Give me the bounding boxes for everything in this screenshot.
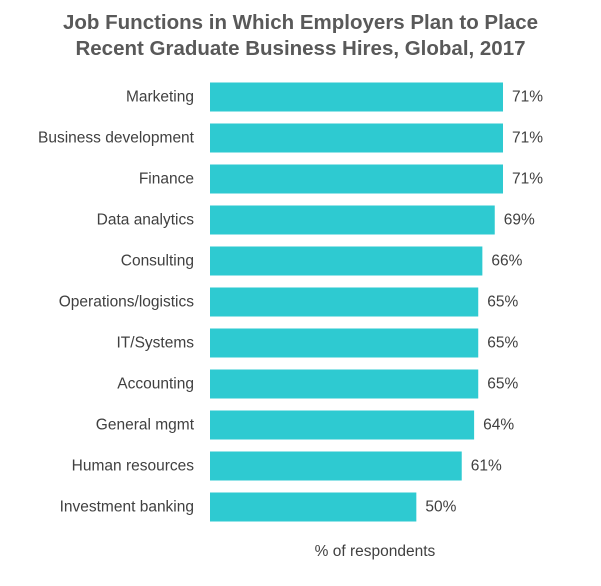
data-label: 64% [483,417,514,434]
data-label: 50% [425,499,456,516]
category-label: General mgmt [96,417,195,434]
category-label: Investment banking [60,499,194,516]
category-label: Business development [38,130,195,147]
data-label: 65% [487,335,518,352]
data-label: 66% [491,253,522,270]
x-axis-label: % of respondents [314,543,436,560]
category-label: Human resources [72,458,195,475]
bar [210,246,483,276]
bar [210,205,495,235]
category-label: IT/Systems [116,335,194,352]
bar [210,82,503,112]
chart-title-line-1: Job Functions in Which Employers Plan to… [63,11,538,34]
data-label: 71% [512,130,543,147]
bar [210,123,503,153]
category-label: Operations/logistics [59,294,195,311]
chart-title-line-2: Recent Graduate Business Hires, Global, … [75,37,526,60]
data-label: 71% [512,89,543,106]
data-label: 65% [487,376,518,393]
bar [210,328,479,358]
data-label: 71% [512,171,543,188]
category-label: Marketing [126,89,194,106]
data-label: 61% [471,458,502,475]
bar [210,451,462,481]
bar [210,287,479,317]
category-label: Data analytics [97,212,195,229]
bar [210,369,479,399]
bar [210,164,503,194]
bar [210,410,475,440]
category-label: Accounting [117,376,194,393]
data-label: 65% [487,294,518,311]
category-label: Finance [139,171,194,188]
chart-title: Job Functions in Which Employers Plan to… [0,10,601,62]
category-label: Consulting [121,253,194,270]
bar [210,492,417,522]
data-label: 69% [504,212,535,229]
